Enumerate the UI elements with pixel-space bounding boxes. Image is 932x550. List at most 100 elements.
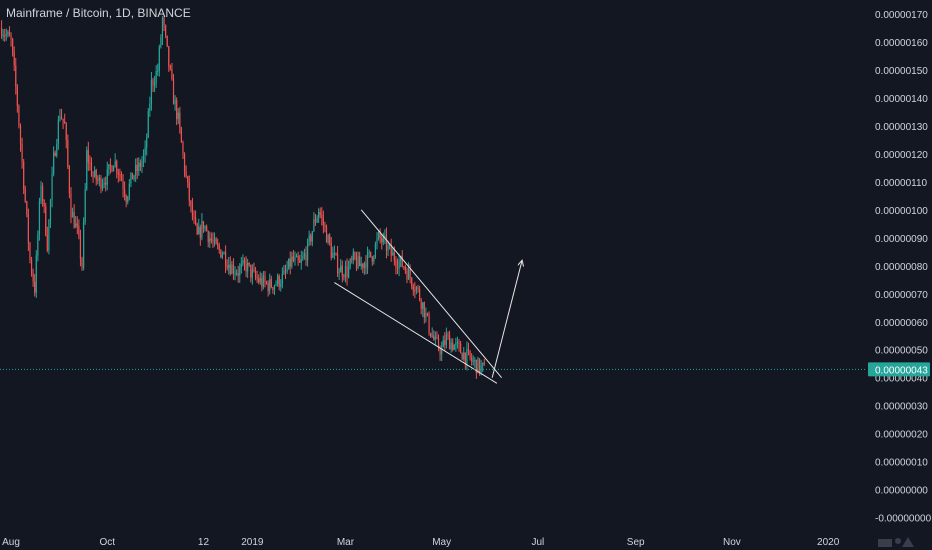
candle-body bbox=[471, 357, 473, 362]
candle-body bbox=[46, 235, 48, 251]
candle-body bbox=[343, 276, 345, 278]
candle-body bbox=[352, 252, 354, 260]
candle-body bbox=[150, 79, 153, 105]
candle-body bbox=[60, 116, 63, 119]
candle-body bbox=[355, 258, 358, 269]
trendline[interactable] bbox=[360, 209, 503, 379]
tradingview-logo-icon[interactable] bbox=[872, 534, 932, 550]
candle-body bbox=[389, 245, 391, 247]
candle-body bbox=[247, 262, 249, 272]
candle-body bbox=[346, 266, 348, 278]
candle-body bbox=[19, 125, 22, 144]
candle-body bbox=[291, 256, 293, 267]
candle-body bbox=[259, 278, 261, 283]
candle-body bbox=[64, 121, 66, 124]
candle-body bbox=[365, 262, 367, 269]
candle-body bbox=[433, 335, 435, 340]
candle-body bbox=[237, 273, 239, 276]
candle-body bbox=[144, 147, 146, 155]
time-axis[interactable]: Aug Oct 12 2019 Mar May Jul Sep Nov 2020 bbox=[2, 537, 840, 548]
plot-area[interactable] bbox=[0, 15, 866, 384]
candle-body bbox=[48, 220, 50, 251]
candle-body bbox=[348, 266, 350, 278]
candle-body bbox=[423, 302, 425, 318]
candle-body bbox=[149, 104, 151, 111]
candle-body bbox=[415, 287, 418, 291]
candle-body bbox=[482, 362, 484, 366]
candle-body bbox=[387, 245, 389, 251]
candle-body bbox=[371, 256, 373, 262]
candle-body bbox=[324, 225, 326, 227]
candle-body bbox=[281, 273, 283, 285]
y-tick-label: 0.00000090 bbox=[875, 234, 928, 245]
candle-body bbox=[117, 172, 119, 175]
candle-body bbox=[250, 264, 252, 278]
candle-body bbox=[240, 263, 242, 268]
projection-arrow[interactable] bbox=[491, 260, 522, 378]
candle-body bbox=[45, 206, 47, 236]
candle-body bbox=[212, 240, 214, 242]
candle-body bbox=[453, 345, 455, 350]
candle-body bbox=[97, 179, 99, 181]
y-tick-label: 0.00000000 bbox=[875, 486, 928, 497]
candle-body bbox=[363, 262, 365, 268]
y-tick-label: 0.00000070 bbox=[875, 290, 928, 301]
candle-body bbox=[461, 353, 463, 360]
candle-body bbox=[177, 112, 179, 120]
candle-body bbox=[84, 189, 86, 222]
candle-body bbox=[318, 212, 320, 218]
x-tick-label: Mar bbox=[337, 537, 355, 548]
candle-body bbox=[292, 256, 294, 261]
trendline[interactable] bbox=[334, 282, 498, 384]
candle-body bbox=[258, 278, 260, 283]
candle-body bbox=[321, 214, 323, 218]
x-tick-label: 12 bbox=[198, 537, 210, 548]
candle-body bbox=[147, 110, 149, 138]
price-axis[interactable]: 0.00000170 0.00000160 0.00000150 0.00000140… bbox=[875, 10, 932, 525]
candle-body bbox=[404, 267, 406, 271]
candle-body bbox=[127, 196, 129, 203]
candle-body bbox=[436, 337, 438, 339]
x-tick-label: May bbox=[432, 537, 451, 548]
candle-body bbox=[106, 169, 108, 185]
candle-body bbox=[430, 332, 432, 337]
candle-body bbox=[125, 196, 127, 203]
candle-body bbox=[373, 256, 375, 262]
candle-body bbox=[254, 270, 257, 278]
candle-body bbox=[75, 223, 77, 228]
candle-body bbox=[217, 243, 219, 246]
candle-body bbox=[299, 260, 301, 263]
candle-body bbox=[368, 251, 370, 253]
candle-body bbox=[29, 243, 31, 260]
candle-body bbox=[450, 342, 452, 350]
candle-body bbox=[169, 66, 171, 69]
candle-body bbox=[182, 142, 184, 155]
candle-body bbox=[204, 226, 206, 229]
trendline-drawings[interactable] bbox=[334, 209, 522, 384]
candle-body bbox=[51, 174, 53, 200]
candle-body bbox=[133, 175, 135, 180]
candle-body bbox=[374, 243, 377, 257]
candle-body bbox=[86, 150, 88, 190]
candle-body bbox=[26, 201, 28, 215]
candle-body bbox=[223, 252, 225, 255]
candle-body bbox=[398, 260, 400, 269]
candle-body bbox=[310, 235, 312, 242]
y-tick-label: 0.00000130 bbox=[875, 122, 928, 133]
chart-title: Mainframe / Bitcoin, 1D, BINANCE bbox=[6, 6, 191, 20]
candle-body bbox=[422, 302, 424, 310]
candle-body bbox=[366, 252, 369, 269]
candle-body bbox=[71, 211, 74, 218]
candle-body bbox=[360, 263, 362, 267]
candle-body bbox=[114, 161, 116, 167]
candle-body bbox=[297, 255, 299, 261]
candle-body bbox=[210, 238, 212, 241]
y-tick-label: 0.00000050 bbox=[875, 346, 928, 357]
candle-body bbox=[179, 112, 181, 128]
last-price-tag-label: 0.00000043 bbox=[875, 365, 928, 376]
candle-body bbox=[313, 219, 315, 232]
candle-body bbox=[381, 238, 383, 243]
candle-body bbox=[248, 262, 250, 265]
candle-body bbox=[445, 334, 448, 345]
